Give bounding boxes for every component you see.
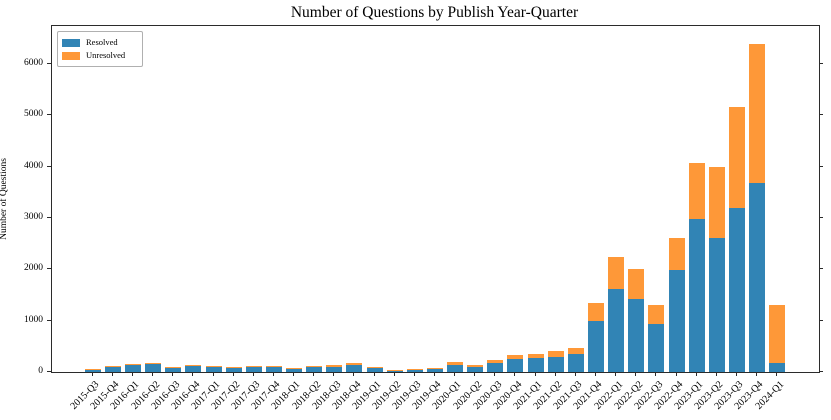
bar-resolved-2016-Q3 [165, 367, 182, 372]
bar-resolved-2016-Q4 [185, 366, 202, 372]
bar-unresolved-2016-Q2 [145, 362, 162, 364]
unresolved-swatch [62, 51, 80, 60]
bar-resolved-2017-Q1 [205, 367, 222, 372]
bar-unresolved-2015-Q4 [104, 366, 121, 368]
bar-resolved-2019-Q1 [366, 368, 383, 372]
bar-resolved-2017-Q2 [225, 367, 242, 372]
legend: Resolved Unresolved [57, 31, 143, 67]
bar-unresolved-2022-Q3 [648, 305, 665, 324]
bar-resolved-2020-Q2 [467, 366, 484, 372]
bar-resolved-2023-Q1 [688, 219, 705, 372]
bar-resolved-2021-Q2 [547, 356, 564, 372]
bar-resolved-2017-Q3 [245, 366, 262, 372]
bar-unresolved-2022-Q1 [608, 257, 625, 289]
bar-resolved-2018-Q1 [286, 368, 302, 372]
bar-unresolved-2023-Q1 [688, 162, 705, 220]
bar-unresolved-2017-Q2 [225, 367, 242, 368]
bar-unresolved-2023-Q2 [708, 166, 725, 239]
bar-unresolved-2019-Q4 [426, 367, 443, 369]
bar-resolved-2024-Q1 [769, 362, 786, 372]
bar-resolved-2016-Q1 [125, 364, 141, 372]
y-axis-title: Number of Questions [0, 158, 9, 240]
bar-resolved-2023-Q4 [749, 182, 765, 372]
bar-resolved-2020-Q1 [447, 364, 463, 372]
bar-resolved-2022-Q4 [668, 270, 685, 372]
bar-unresolved-2020-Q2 [467, 364, 484, 367]
bar-unresolved-2016-Q3 [165, 367, 182, 368]
chart-title: Number of Questions by Publish Year-Quar… [290, 4, 579, 21]
y-tick-label-1000: 1000 [24, 314, 43, 325]
bar-resolved-2018-Q2 [306, 366, 323, 372]
bar-unresolved-2023-Q4 [749, 44, 765, 183]
bar-resolved-2019-Q4 [426, 369, 443, 372]
bar-unresolved-2017-Q3 [245, 365, 262, 367]
bar-resolved-2022-Q2 [628, 299, 645, 372]
bar-unresolved-2023-Q3 [728, 107, 745, 208]
legend-item-resolved: Resolved [62, 36, 136, 49]
bar-resolved-2020-Q4 [507, 358, 524, 372]
bar-unresolved-2017-Q1 [205, 366, 222, 368]
legend-label-unresolved: Unresolved [86, 50, 126, 60]
bar-unresolved-2018-Q1 [286, 367, 302, 369]
bar-unresolved-2021-Q2 [547, 351, 564, 357]
bar-resolved-2021-Q3 [567, 354, 584, 372]
bar-unresolved-2015-Q3 [84, 368, 101, 370]
bar-unresolved-2022-Q2 [628, 269, 645, 300]
bar-resolved-2020-Q3 [487, 362, 504, 372]
bar-unresolved-2016-Q1 [125, 363, 141, 365]
bar-unresolved-2018-Q2 [306, 365, 323, 367]
bar-resolved-2018-Q4 [346, 365, 363, 372]
bar-resolved-2021-Q1 [527, 358, 544, 372]
bar-resolved-2022-Q1 [608, 288, 625, 372]
bar-unresolved-2016-Q4 [185, 365, 202, 367]
plot-area [51, 25, 820, 373]
bar-resolved-2022-Q3 [648, 323, 665, 372]
bar-resolved-2023-Q3 [728, 207, 745, 372]
bar-unresolved-2019-Q3 [406, 369, 423, 370]
bar-unresolved-2021-Q1 [527, 353, 544, 359]
bar-unresolved-2018-Q4 [346, 363, 363, 366]
bar-unresolved-2019-Q1 [366, 367, 383, 369]
bar-unresolved-2020-Q4 [507, 354, 524, 359]
bar-unresolved-2019-Q2 [386, 370, 403, 372]
bar-resolved-2016-Q2 [145, 363, 162, 372]
bar-unresolved-2021-Q3 [567, 347, 584, 355]
bar-resolved-2018-Q3 [326, 367, 343, 372]
bar-resolved-2015-Q4 [104, 367, 121, 372]
bar-unresolved-2024-Q1 [769, 305, 786, 363]
bar-unresolved-2021-Q4 [588, 302, 604, 322]
y-tick-label-6000: 6000 [24, 58, 43, 68]
legend-item-unresolved: Unresolved [62, 49, 136, 62]
bar-unresolved-2022-Q4 [668, 237, 685, 271]
y-tick-label-0: 0 [38, 366, 43, 376]
bar-resolved-2023-Q2 [708, 238, 725, 372]
bar-resolved-2015-Q3 [84, 369, 101, 372]
bar-unresolved-2018-Q3 [326, 365, 343, 367]
bar-unresolved-2017-Q4 [265, 365, 282, 367]
bar-unresolved-2020-Q3 [487, 360, 504, 363]
legend-label-resolved: Resolved [86, 37, 118, 47]
y-tick-label-5000: 5000 [24, 109, 43, 120]
bar-resolved-2017-Q4 [265, 366, 282, 372]
bar-resolved-2021-Q4 [588, 321, 604, 372]
resolved-swatch [62, 38, 80, 47]
bar-unresolved-2020-Q1 [447, 362, 463, 365]
bar-resolved-2019-Q2 [386, 371, 403, 372]
bar-resolved-2019-Q3 [406, 369, 423, 372]
